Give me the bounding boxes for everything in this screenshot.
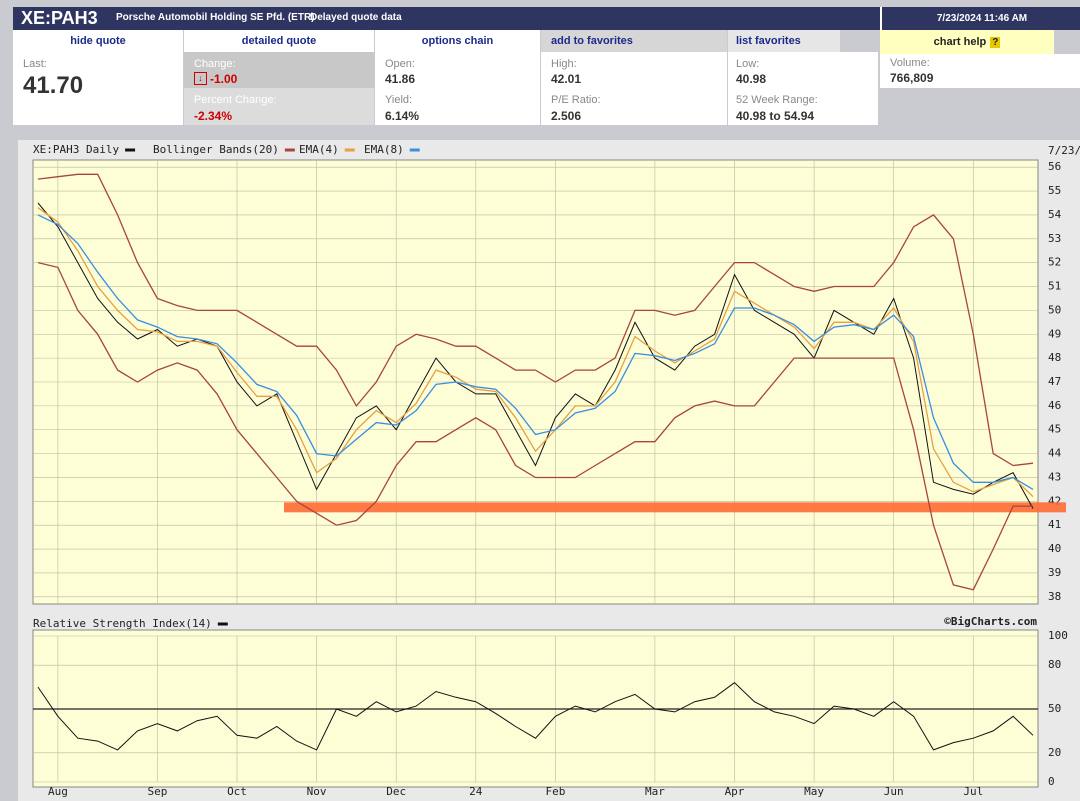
value: 42.01 [551, 72, 582, 86]
header-bar: XE:PAH3 Porsche Automobil Holding SE Pfd… [13, 7, 1080, 30]
x-tick-label: Sep [147, 785, 167, 798]
y-tick-label: 0 [1048, 775, 1055, 788]
legend-label: EMA(8) [364, 143, 404, 156]
legend-label: EMA(4) [299, 143, 339, 156]
tab-label[interactable]: chart help [933, 36, 987, 48]
y-tick-label: 48 [1048, 351, 1061, 364]
quote-cell: Volume: 766,809 [880, 54, 1080, 88]
quote-cell: Low: 40.98 52 Week Range: 40.98 to 54.94 [728, 52, 878, 125]
y-tick-label: 55 [1048, 184, 1061, 197]
cell-bg [184, 88, 374, 125]
symbol: XE:PAH3 [21, 8, 98, 28]
legend-label: XE:PAH3 Daily [33, 143, 119, 156]
tab[interactable]: list favorites [728, 30, 840, 52]
y-tick-label: 46 [1048, 399, 1061, 412]
quote-cell: Open: 41.86 Yield: 6.14% [375, 52, 540, 125]
x-tick-label: Aug [48, 785, 68, 798]
x-tick-label: 24 [469, 785, 483, 798]
y-tick-label: 40 [1048, 542, 1061, 555]
tab[interactable]: options chain [375, 30, 540, 52]
value: -1.00 [210, 72, 238, 86]
note: Delayed quote data [310, 12, 402, 23]
x-tick-label: Dec [386, 785, 406, 798]
series-line [37, 261, 1033, 591]
quote-cell: High: 42.01 P/E Ratio: 2.506 [541, 52, 727, 125]
value: 40.98 to 54.94 [736, 109, 815, 123]
company: Porsche Automobil Holding SE Pfd. (ETR) [116, 12, 315, 23]
value: 41.70 [23, 72, 84, 99]
label: Volume: [890, 57, 930, 69]
series-line [37, 207, 1034, 498]
tab[interactable]: chart help? [880, 30, 1054, 54]
y-tick-label: 41 [1048, 518, 1061, 531]
y-tick-label: 49 [1048, 327, 1061, 340]
credit: ©BigCharts.com [944, 615, 1037, 628]
label: Open: [385, 58, 415, 70]
y-tick-label: 53 [1048, 232, 1061, 245]
value: 6.14% [385, 109, 420, 123]
x-tick-label: Apr [725, 785, 745, 798]
timestamp: 7/23/2024 11:46 AM [880, 7, 1080, 30]
value: 41.86 [385, 72, 416, 86]
label: Last: [23, 58, 47, 70]
legend-label: Bollinger Bands(20) [153, 143, 279, 156]
y-tick-label: 52 [1048, 256, 1061, 269]
value: -2.34% [194, 109, 233, 123]
y-tick-label: 50 [1048, 303, 1061, 316]
label: High: [551, 58, 577, 70]
label: Low: [736, 58, 760, 70]
x-tick-label: May [804, 785, 824, 798]
x-tick-label: Jun [884, 785, 904, 798]
help-icon: ? [990, 36, 1001, 48]
quote-cell: Last: 41.70 [13, 52, 183, 125]
label: Yield: [385, 94, 413, 106]
y-tick-label: 44 [1048, 447, 1062, 460]
legend-label: Relative Strength Index(14) [33, 617, 212, 630]
tab[interactable]: hide quote [13, 30, 183, 52]
y-tick-label: 38 [1048, 590, 1061, 603]
value: 2.506 [551, 109, 582, 123]
series-line [37, 682, 1034, 751]
y-tick-label: 51 [1048, 280, 1061, 293]
y-tick-label: 56 [1048, 160, 1061, 173]
x-tick-label: Oct [227, 785, 247, 798]
x-tick-label: Jul [963, 785, 983, 798]
y-tick-label: 45 [1048, 423, 1061, 436]
y-tick-label: 47 [1048, 375, 1061, 388]
y-tick-label: 50 [1048, 702, 1061, 715]
date-label: 7/23/ [1048, 144, 1080, 157]
y-tick-label: 100 [1048, 629, 1068, 642]
y-tick-label: 43 [1048, 470, 1061, 483]
series-line [37, 214, 1034, 490]
x-tick-label: Mar [645, 785, 665, 798]
tab[interactable]: add to favorites [541, 30, 727, 52]
label: Change: [194, 58, 236, 70]
series-line [37, 202, 1034, 509]
down-icon: ↓ [194, 72, 207, 85]
value: 40.98 [736, 72, 767, 86]
label: P/E Ratio: [551, 94, 601, 106]
y-tick-label: 20 [1048, 746, 1061, 759]
y-tick-label: 80 [1048, 658, 1061, 671]
tab[interactable]: detailed quote [184, 30, 374, 52]
x-tick-label: Feb [545, 785, 565, 798]
support-band [284, 502, 1066, 513]
quote-cell: Change: ↓ -1.00 Percent Change: -2.34% [184, 52, 374, 125]
label: Percent Change: [194, 94, 277, 106]
x-tick-label: Nov [307, 785, 327, 798]
value: 766,809 [890, 71, 934, 85]
y-tick-label: 54 [1048, 208, 1062, 221]
series-line [37, 173, 1034, 467]
label: 52 Week Range: [736, 94, 818, 106]
y-tick-label: 39 [1048, 566, 1061, 579]
